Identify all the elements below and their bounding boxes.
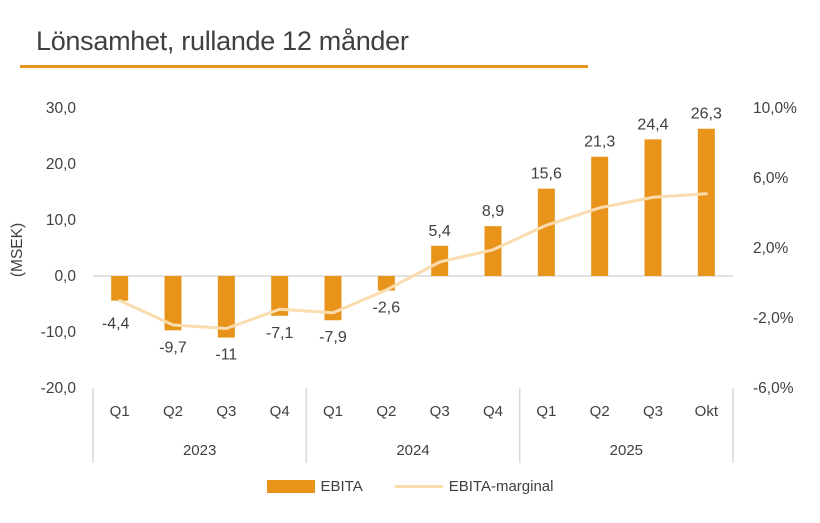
bar-data-label: 26,3 [691,106,722,123]
bar-data-label: -7,1 [266,325,294,342]
category-tick-label: Q2 [376,403,396,420]
right-tick-label: 10,0% [753,100,797,117]
category-tick-label: Q3 [216,403,236,420]
bar-data-label: -2,6 [373,300,401,317]
left-tick-label: -20,0 [41,380,77,397]
bar-ebita [644,139,662,276]
y-axis-label: (MSEK) [9,223,26,277]
right-tick-label: -6,0% [753,380,794,397]
category-tick-label: Okt [695,403,719,420]
line-ebita-marginal [118,192,708,330]
bar-data-label: -11 [215,347,237,364]
bar-data-label: 21,3 [584,134,615,151]
category-tick-label: Q4 [270,403,290,420]
legend-item-ebita[interactable]: EBITA [266,478,363,495]
bar-ebita [697,128,715,276]
bar-data-label: 15,6 [531,166,562,183]
left-tick-label: 20,0 [46,156,77,173]
category-tick-label: Q1 [323,403,343,420]
legend: EBITA EBITA-marginal [0,478,820,495]
legend-item-ebita-marginal[interactable]: EBITA-marginal [394,478,554,495]
bar-data-label: -7,9 [319,329,347,346]
right-tick-label: -2,0% [753,310,794,327]
bar-ebita [537,188,555,276]
bar-ebita [111,276,129,301]
category-tick-label: Q1 [110,403,130,420]
legend-label-ebita: EBITA [320,478,363,495]
bar-data-label: 24,4 [637,116,668,133]
category-tick-label: Q3 [643,403,663,420]
category-tick-label: Q1 [536,403,556,420]
bar-data-label: -4,4 [102,316,130,333]
bar-ebita [217,276,235,338]
bar-data-label: 5,4 [429,223,451,240]
left-tick-label: -10,0 [41,324,77,341]
bars-ebita [111,128,715,338]
bar-data-label: 8,9 [482,203,504,220]
left-tick-label: 30,0 [46,100,77,117]
left-tick-label: 0,0 [54,268,76,285]
category-tick-label: Q2 [590,403,610,420]
category-tick-label: Q2 [163,403,183,420]
chart-title: Lönsamhet, rullande 12 månder [36,26,409,56]
bar-ebita [164,276,182,331]
left-tick-label: 10,0 [46,212,77,229]
category-tick-label: Q3 [430,403,450,420]
bar-ebita [271,276,289,316]
group-label: 2023 [183,442,216,459]
group-label: 2025 [610,442,643,459]
right-axis-ticks: 10,0% 6,0% 2,0% -2,0% -6,0% [753,100,797,397]
title-underline [20,65,588,68]
category-tick-label: Q4 [483,403,503,420]
legend-line-swatch-icon [394,485,443,488]
legend-label-ebita-marginal: EBITA-marginal [448,478,554,495]
right-tick-label: 2,0% [753,240,789,257]
bar-ebita [591,156,609,276]
bar-data-labels: -4,4 -9,7 -11 -7,1 -7,9 -2,6 5,4 8,9 15,6 21,3 24,… [102,106,722,364]
bar-ebita [324,276,342,321]
legend-bar-swatch-icon [266,480,315,493]
group-label: 2024 [396,442,429,459]
category-axis: Q1 Q2 Q3 Q4 Q1 Q2 Q3 Q4 Q1 Q2 Q3 Okt 2023 2024 2025 [92,388,734,463]
left-axis-ticks: 30,0 20,0 10,0 0,0 -10,0 -20,0 [41,100,77,397]
right-tick-label: 6,0% [753,170,789,187]
bar-data-label: -9,7 [159,339,187,356]
